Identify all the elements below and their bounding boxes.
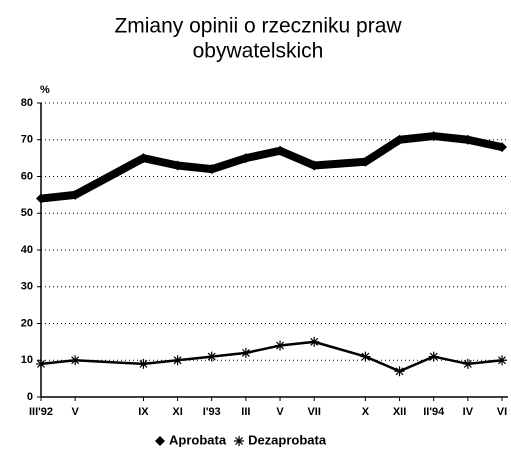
y-tick-label: 60 — [21, 170, 33, 182]
data-point — [138, 358, 149, 369]
data-point — [70, 355, 81, 366]
x-tick-label: XI — [172, 406, 182, 418]
data-point — [172, 160, 183, 171]
series-line — [40, 132, 503, 203]
data-point — [206, 164, 217, 175]
data-point — [462, 134, 473, 145]
data-point — [206, 351, 217, 362]
x-tick-label: III'92 — [29, 406, 53, 418]
data-point — [428, 351, 439, 362]
data-point — [240, 153, 251, 164]
y-tick-label: 10 — [21, 354, 33, 366]
x-tick-label: X — [362, 406, 370, 418]
data-point — [394, 134, 405, 145]
x-tick-label: VII — [307, 406, 320, 418]
legend-symbol — [234, 436, 245, 446]
y-tick-label: 0 — [27, 391, 33, 403]
y-tick-label: 20 — [21, 317, 33, 329]
x-tick-label: XII — [393, 406, 406, 418]
data-point — [172, 355, 183, 366]
data-point — [309, 336, 320, 347]
data-point — [394, 366, 405, 377]
x-tick-label: IX — [138, 406, 149, 418]
data-point — [428, 131, 439, 142]
data-point — [36, 358, 46, 369]
data-point — [497, 355, 507, 366]
legend-label: Aprobata — [169, 432, 227, 447]
data-point — [462, 358, 473, 369]
data-point — [497, 142, 507, 153]
y-tick-label: 70 — [21, 134, 33, 146]
legend-label: Dezaprobata — [248, 432, 327, 447]
x-tick-label: V — [276, 406, 284, 418]
x-tick-label: II'94 — [423, 406, 445, 418]
y-tick-label: 80 — [21, 97, 33, 109]
x-tick-label: IV — [463, 406, 474, 418]
y-tick-label: 40 — [21, 244, 33, 256]
data-point — [360, 156, 371, 167]
data-point — [138, 153, 149, 164]
y-axis-label: % — [40, 84, 50, 96]
y-tick-label: 30 — [21, 281, 33, 293]
chart-title: obywatelskich — [193, 40, 324, 63]
y-tick-label: 50 — [21, 207, 33, 219]
data-point — [275, 145, 286, 156]
x-tick-label: VI — [497, 406, 507, 418]
x-tick-label: III — [241, 406, 250, 418]
data-point — [309, 160, 320, 171]
legend-symbol — [155, 436, 165, 446]
data-point — [70, 189, 81, 200]
data-point — [36, 193, 46, 204]
data-point — [240, 347, 251, 358]
x-tick-label: V — [71, 406, 79, 418]
data-point — [275, 340, 286, 351]
chart-title: Zmiany opinii o rzeczniku praw — [114, 15, 402, 38]
data-point — [360, 351, 371, 362]
x-tick-label: I'93 — [203, 406, 221, 418]
